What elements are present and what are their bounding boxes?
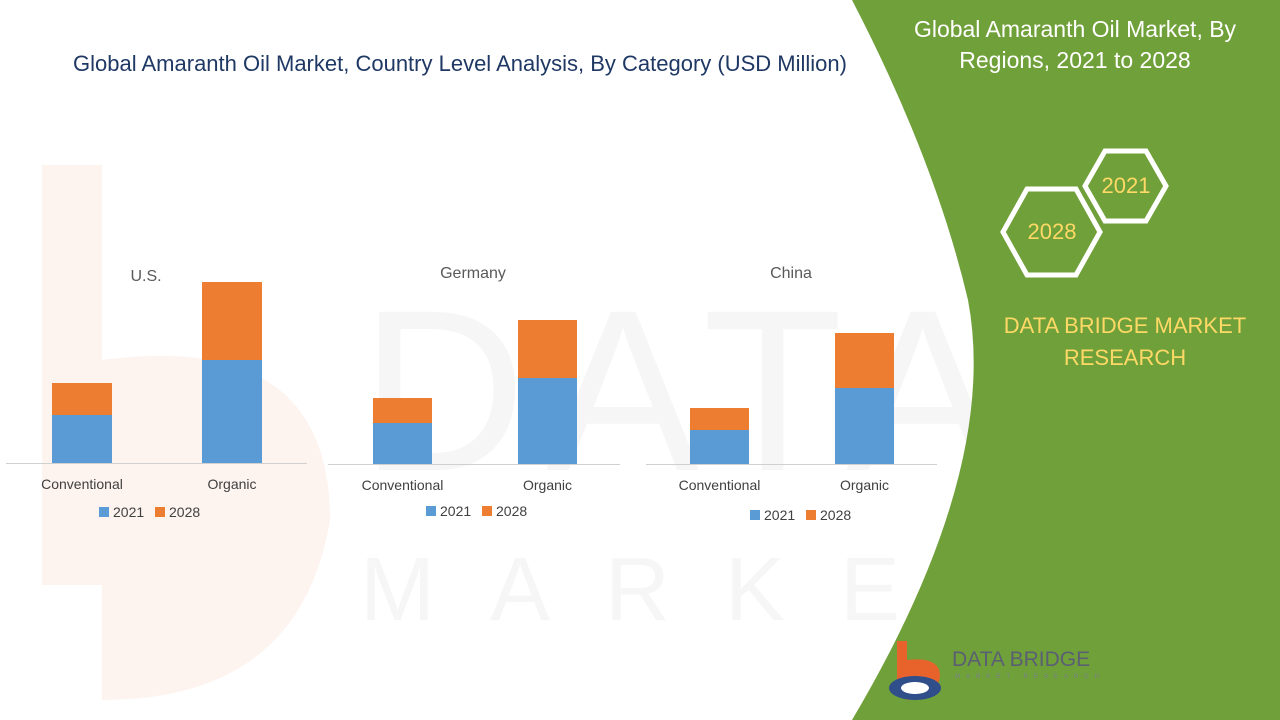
bar-china-conventional-2021 [690,430,749,464]
bar-germany-conventional-2021 [373,423,432,464]
logo-subtitle: MARKET RESEARCH [955,674,1105,680]
category-label-u-s-organic: Organic [207,476,256,492]
legend-swatch-germany-2028 [482,506,492,516]
bar-germany-conventional-2028 [373,398,432,423]
chart-us: U.S. Conventional Organic 2021 2028 [0,0,320,540]
chart-title-u-s: U.S. [130,268,161,285]
legend-label-u-s-2021: 2021 [113,504,144,520]
chart-germany: Germany Conventional Organic 2021 2028 [0,0,640,540]
category-label-u-s-conventional: Conventional [41,476,123,492]
legend-swatch-china-2021 [750,510,760,520]
bar-u-s-organic-2028 [202,282,262,360]
category-label-china-conventional: Conventional [679,477,761,493]
logo-name: DATA BRIDGE [952,648,1091,671]
panel-title: Global Amaranth Oil Market, By Regions, … [913,16,1237,73]
chart-title-china: China [770,265,812,282]
bar-germany-organic-2021 [518,378,577,464]
chart-title-germany: Germany [440,265,506,282]
chart-title: Global Amaranth Oil Market, Country Leve… [73,51,847,76]
legend-swatch-u-s-2028 [155,507,165,517]
bar-u-s-conventional-2028 [52,383,112,415]
legend-swatch-china-2028 [806,510,816,520]
chart-germany-svg: Germany Conventional Organic 2021 2028 [328,265,620,519]
category-label-germany-organic: Organic [523,477,572,493]
chart-china-svg: China Conventional Organic 2021 2028 [646,265,937,523]
hex-year-2028: 2028 [1027,219,1077,244]
hexagon-2021 [1082,148,1169,224]
legend-swatch-u-s-2021 [99,507,109,517]
brand-text: DATA BRIDGE MARKET RESEARCH [1003,313,1247,370]
legend-label-germany-2028: 2028 [496,503,527,519]
legend-label-u-s-2028: 2028 [169,504,200,520]
legend-label-china-2028: 2028 [820,507,851,523]
hexagon-2028 [1000,186,1103,278]
right-panel [852,0,1280,720]
bar-china-organic-2028 [835,333,894,388]
bar-u-s-organic-2021 [202,360,262,463]
bar-u-s-conventional-2021 [52,415,112,463]
hex-year-2021: 2021 [1101,173,1151,198]
legend-label-china-2021: 2021 [764,507,795,523]
chart-china: China Conventional Organic 2021 2028 [646,265,937,523]
bar-china-conventional-2028 [690,408,749,430]
category-label-germany-conventional: Conventional [362,477,444,493]
chart-us-svg: U.S. Conventional Organic 2021 2028 [6,268,307,520]
logo-mark [889,641,941,700]
legend-swatch-germany-2021 [426,506,436,516]
category-label-china-organic: Organic [840,477,889,493]
bar-china-organic-2021 [835,388,894,464]
bar-germany-organic-2028 [518,320,577,378]
legend-label-germany-2021: 2021 [440,503,471,519]
